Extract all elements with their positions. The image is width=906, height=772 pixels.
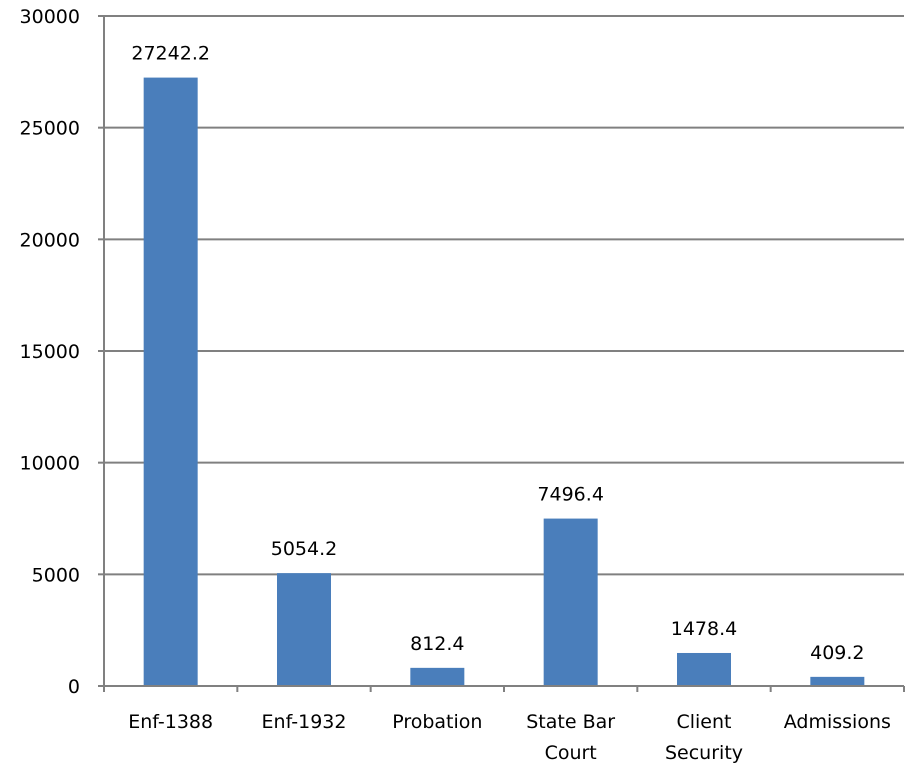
data-label: 1478.4 — [671, 618, 737, 640]
bar — [543, 518, 598, 686]
data-label: 409.2 — [810, 642, 864, 664]
x-category-label: Client — [676, 711, 731, 733]
x-category-label: Admissions — [784, 711, 891, 733]
data-label: 812.4 — [410, 633, 464, 655]
x-category-label: Enf-1932 — [262, 711, 347, 733]
bar — [277, 573, 331, 686]
x-category-label: Enf-1388 — [128, 711, 213, 733]
y-tick-label: 25000 — [20, 118, 80, 140]
y-tick-label: 5000 — [32, 564, 80, 586]
bar — [677, 652, 731, 686]
x-category-label: Security — [665, 742, 743, 764]
bars — [143, 77, 865, 686]
bar — [410, 667, 465, 686]
y-tick-label: 20000 — [20, 229, 80, 251]
data-label: 27242.2 — [131, 43, 210, 65]
data-label: 7496.4 — [537, 484, 603, 506]
bar — [810, 676, 865, 686]
y-tick-label: 30000 — [20, 6, 80, 28]
y-tick-label: 0 — [68, 676, 80, 698]
y-tick-label: 15000 — [20, 341, 80, 363]
x-category-label: Court — [545, 742, 597, 764]
x-category-label: State Bar — [526, 711, 615, 733]
bar — [143, 77, 198, 686]
y-tick-label: 10000 — [20, 453, 80, 475]
x-category-label: Probation — [392, 711, 482, 733]
labels: 0 5000 10000 15000 20000 25000 30000 27242.2 Enf… — [20, 6, 891, 764]
gridlines — [104, 15, 904, 576]
data-label: 5054.2 — [271, 538, 337, 560]
axes — [98, 15, 905, 692]
